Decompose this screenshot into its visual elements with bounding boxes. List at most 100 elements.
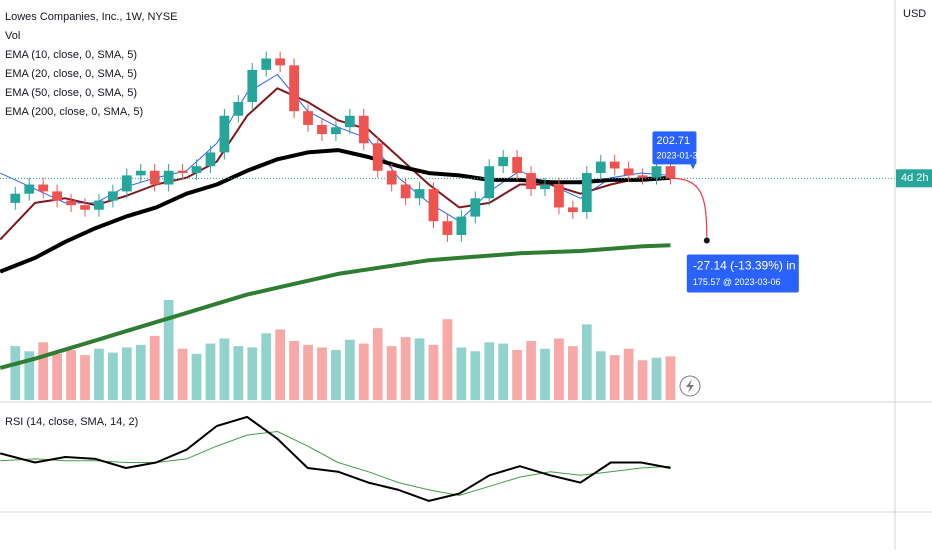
candle-body [386,170,397,185]
volume-bar [414,338,425,400]
indicator-line [0,243,671,370]
candle-body [233,102,244,116]
candle-body [289,65,299,112]
candle-body [358,115,369,144]
candle-body [177,170,188,174]
candle-body [317,124,327,135]
legend: Lowes Companies, Inc., 1W, NYSE Vol EMA … [5,8,926,428]
volume-bar [163,300,174,400]
candle-body [10,193,21,203]
volume-legend: Vol [5,30,20,42]
start-price: 202.71 [656,135,690,147]
candle-body [595,161,606,174]
volume-bar [512,350,522,400]
candle-body [456,216,467,235]
volume-bar [442,319,453,400]
volume-bar [400,337,411,400]
candle-body [205,152,216,167]
candle-body [581,173,592,213]
volume-bar [135,344,146,400]
target-label-box [686,254,799,293]
candle-body [484,166,495,199]
volume-bar [540,348,550,400]
volume-bar [651,357,662,400]
candle-body [108,191,118,201]
volume-bar [581,324,592,400]
volume-pane [10,300,676,400]
indicator-line [0,148,671,274]
volume-bar [554,338,564,400]
candle-body [637,175,648,178]
volume-bar [470,351,481,400]
volume-bar [149,335,160,400]
volume-bar [331,350,341,400]
volume-bar [94,348,104,400]
countdown-box [896,169,932,188]
candle-body [94,200,104,210]
candle-body [651,166,662,178]
volume-bar [637,360,648,400]
volume-bar [24,351,35,400]
projection-curve [670,177,708,241]
start-label-pointer [690,164,696,170]
candle-body [80,205,90,210]
volume-bar [498,343,509,400]
volume-bar [568,346,578,400]
candle-body [275,58,286,66]
candle-body [372,143,383,171]
volume-bar [66,350,76,400]
volume-bar [428,344,439,400]
candle-body [247,69,258,103]
start-date: 2023-01-30 [656,151,702,161]
candle-body [400,184,411,199]
projection-target [703,237,710,244]
volume-bar [177,348,188,400]
candle-body [52,191,62,201]
candle-body [568,207,578,213]
volume-bar [219,338,230,400]
volume-bar [121,347,132,400]
start-label-box [652,131,697,165]
volume-bar [247,347,258,400]
legend-entry: EMA (10, close, 0, SMA, 5) [5,49,137,61]
candle-body [428,189,439,222]
volume-bar [317,347,327,400]
rsi-legend: RSI (14, close, SMA, 14, 2) [5,416,138,428]
candle-body [512,157,522,174]
volume-bar [665,356,676,400]
volume-bar [303,344,313,400]
candle-body [540,184,550,190]
candle-body [219,115,230,153]
candle-body [38,184,49,192]
candle-body [191,166,202,174]
currency: USD [903,8,926,20]
symbol-title: Lowes Companies, Inc., 1W, NYSE [5,11,177,23]
candle-body [303,111,313,125]
volume-bar [609,355,620,400]
volume-bar [623,348,634,400]
rsi-line [0,431,671,496]
volume-bar [108,352,118,400]
candle-body [344,115,355,128]
volume-bar [344,339,355,400]
candle-body [498,157,509,167]
candle-body [665,166,676,179]
volume-bar [386,346,397,400]
candle-body [261,58,272,70]
volume-bar [526,341,536,400]
target-label: 175.57 @ 2023-03-06 [693,277,781,287]
volume-bar [38,342,49,400]
candle-body [442,221,453,235]
candle-body [554,184,564,208]
candle-body [609,161,620,169]
candle-body [149,170,160,185]
volume-bar [52,353,62,400]
volume-bar [10,346,21,400]
volume-bar [233,346,244,400]
change-label: -27.14 (-13.39%) in 35d [693,259,819,273]
candle-body [331,127,341,135]
volume-bar [80,355,90,400]
volume-bar [484,342,495,400]
volume-bar [456,347,467,400]
candle-body [135,170,146,176]
